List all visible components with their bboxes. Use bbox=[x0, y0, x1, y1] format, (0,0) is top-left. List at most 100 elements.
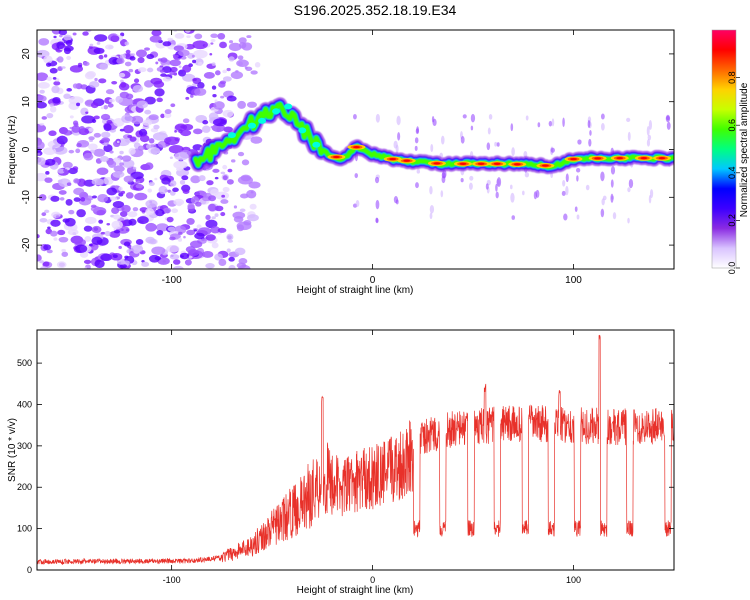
noise-blob bbox=[91, 236, 103, 245]
noise-blob bbox=[208, 112, 219, 121]
noise-blob bbox=[37, 95, 47, 102]
noise-blob bbox=[67, 229, 79, 236]
noise-blob bbox=[130, 115, 144, 125]
noise-blob bbox=[237, 264, 251, 269]
streak-blob bbox=[487, 127, 491, 135]
noise-blob bbox=[194, 232, 205, 240]
noise-blob bbox=[49, 67, 58, 74]
noise-blob bbox=[48, 130, 57, 137]
noise-blob bbox=[58, 236, 69, 243]
noise-blob bbox=[164, 109, 172, 115]
ridge-core-red bbox=[640, 157, 648, 160]
noise-blob bbox=[194, 33, 203, 40]
noise-blob bbox=[218, 81, 226, 88]
noise-blob bbox=[144, 162, 154, 170]
noise-blob bbox=[184, 30, 191, 33]
noise-blob bbox=[196, 224, 202, 229]
ridge-patch bbox=[258, 117, 267, 124]
noise-blob bbox=[228, 264, 236, 269]
noise-blob bbox=[211, 62, 216, 66]
noise-blob bbox=[174, 32, 185, 39]
noise-blob bbox=[149, 238, 157, 245]
noise-blob bbox=[68, 96, 84, 105]
noise-blob bbox=[106, 222, 111, 226]
noise-blob bbox=[129, 56, 136, 61]
streak-blob bbox=[522, 190, 525, 196]
streak-blob bbox=[486, 142, 491, 151]
noise-blob bbox=[192, 77, 202, 84]
streak-blob bbox=[375, 199, 380, 210]
noise-blob bbox=[91, 178, 104, 186]
noise-blob bbox=[218, 258, 227, 267]
noise-blob bbox=[61, 248, 66, 252]
streak-blob bbox=[550, 147, 555, 153]
noise-blob bbox=[172, 265, 184, 269]
colorbar-gradient-bar bbox=[712, 30, 736, 268]
noise-blob bbox=[135, 239, 144, 245]
noise-blob bbox=[238, 37, 247, 44]
noise-blob bbox=[198, 61, 203, 66]
x-tick-label: 100 bbox=[565, 275, 582, 286]
noise-blob bbox=[249, 203, 257, 210]
noise-blob bbox=[44, 177, 53, 183]
streak-blob bbox=[510, 184, 513, 190]
noise-blob bbox=[38, 51, 44, 56]
noise-blob bbox=[173, 160, 188, 169]
streak-blob bbox=[485, 183, 489, 190]
noise-blob bbox=[217, 227, 227, 233]
streak-blob bbox=[523, 151, 528, 158]
noise-blob bbox=[103, 54, 108, 58]
noise-blob bbox=[162, 66, 172, 74]
noise-blob bbox=[98, 78, 107, 84]
noise-blob bbox=[74, 238, 86, 247]
noise-blob bbox=[65, 39, 73, 46]
noise-blob bbox=[254, 62, 261, 68]
noise-blob bbox=[180, 129, 192, 137]
noise-blob bbox=[73, 187, 85, 196]
noise-blob bbox=[246, 35, 252, 38]
noise-blob bbox=[230, 71, 244, 80]
streak-blob bbox=[627, 187, 631, 193]
noise-blob bbox=[103, 176, 114, 185]
noise-blob bbox=[210, 226, 221, 234]
streak-blob bbox=[589, 130, 592, 136]
noise-blob bbox=[118, 72, 126, 78]
y-tick-label: 0 bbox=[21, 146, 32, 152]
noise-blob bbox=[240, 193, 249, 199]
noise-blob bbox=[65, 198, 73, 206]
y-tick-label: 10 bbox=[21, 96, 32, 108]
noise-blob bbox=[208, 195, 217, 202]
colorbar-tick-label: 0.0 bbox=[727, 262, 737, 275]
noise-blob bbox=[158, 185, 168, 195]
noise-blob bbox=[100, 131, 111, 139]
noise-blob bbox=[227, 168, 233, 173]
noise-blob bbox=[141, 261, 150, 267]
streak-blob bbox=[648, 194, 652, 204]
noise-blob bbox=[37, 141, 45, 150]
noise-blob bbox=[205, 214, 211, 221]
noise-blob bbox=[246, 101, 257, 108]
noise-blob bbox=[186, 217, 195, 225]
noise-blob bbox=[187, 249, 200, 257]
streak-blob bbox=[375, 113, 380, 123]
noise-blob bbox=[119, 263, 127, 269]
noise-blob bbox=[75, 244, 88, 254]
noise-blob bbox=[121, 114, 133, 124]
noise-blob bbox=[174, 129, 177, 133]
noise-blob bbox=[106, 187, 118, 196]
streak-blob bbox=[627, 217, 630, 224]
noise-blob bbox=[128, 147, 136, 155]
noise-blob bbox=[212, 93, 217, 98]
noise-blob bbox=[101, 137, 111, 143]
noise-blob bbox=[61, 251, 69, 257]
noise-blob bbox=[226, 248, 231, 253]
spectrogram-content bbox=[37, 30, 674, 269]
noise-blob bbox=[84, 235, 92, 242]
noise-blob bbox=[223, 126, 233, 133]
noise-blob bbox=[198, 175, 206, 182]
noise-blob bbox=[210, 33, 219, 39]
noise-blob bbox=[53, 81, 61, 86]
noise-blob bbox=[193, 229, 197, 232]
streak-blob bbox=[646, 139, 651, 147]
noise-blob bbox=[222, 175, 228, 181]
